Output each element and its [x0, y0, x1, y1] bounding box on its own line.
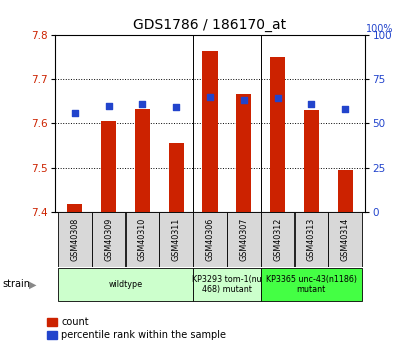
- Text: GSM40307: GSM40307: [239, 218, 248, 261]
- Title: GDS1786 / 186170_at: GDS1786 / 186170_at: [134, 18, 286, 32]
- Bar: [236, 95, 252, 212]
- Bar: [304, 110, 319, 212]
- Bar: [58, 268, 193, 301]
- Text: 100%: 100%: [366, 23, 394, 33]
- Text: wildtype: wildtype: [108, 280, 143, 289]
- Text: KP3293 tom-1(nu
468) mutant: KP3293 tom-1(nu 468) mutant: [192, 275, 262, 294]
- Text: GSM40314: GSM40314: [341, 218, 349, 261]
- Bar: [193, 268, 260, 301]
- Point: [173, 105, 180, 110]
- Bar: [202, 51, 218, 212]
- Bar: [261, 268, 362, 301]
- Bar: [294, 212, 328, 267]
- Text: GSM40311: GSM40311: [172, 218, 181, 261]
- Point: [105, 103, 112, 108]
- Point: [274, 96, 281, 101]
- Bar: [338, 170, 353, 212]
- Bar: [193, 212, 227, 267]
- Point: [139, 101, 146, 107]
- Bar: [58, 212, 92, 267]
- Text: KP3365 unc-43(n1186)
mutant: KP3365 unc-43(n1186) mutant: [266, 275, 357, 294]
- Bar: [67, 204, 82, 212]
- Point: [71, 110, 78, 116]
- Text: GSM40310: GSM40310: [138, 218, 147, 261]
- Text: GSM40312: GSM40312: [273, 218, 282, 261]
- Bar: [168, 143, 184, 212]
- Text: ▶: ▶: [29, 279, 36, 289]
- Bar: [135, 109, 150, 212]
- Bar: [261, 212, 294, 267]
- Bar: [92, 212, 126, 267]
- Text: GSM40308: GSM40308: [71, 218, 79, 261]
- Bar: [328, 212, 362, 267]
- Bar: [270, 57, 285, 212]
- Point: [308, 101, 315, 107]
- Point: [342, 106, 349, 112]
- Text: GSM40306: GSM40306: [205, 218, 215, 261]
- Text: GSM40313: GSM40313: [307, 218, 316, 261]
- Bar: [160, 212, 193, 267]
- Text: GSM40309: GSM40309: [104, 218, 113, 261]
- Text: strain: strain: [2, 279, 30, 289]
- Point: [240, 98, 247, 103]
- Point: [207, 94, 213, 99]
- Legend: count, percentile rank within the sample: count, percentile rank within the sample: [47, 317, 226, 340]
- Bar: [126, 212, 159, 267]
- Bar: [101, 121, 116, 212]
- Bar: [227, 212, 260, 267]
